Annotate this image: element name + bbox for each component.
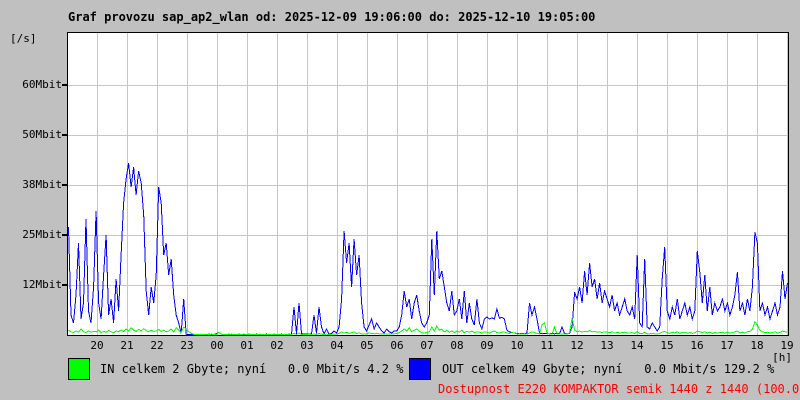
x-axis-label: 18: [750, 339, 764, 352]
x-axis-label: 03: [300, 339, 314, 352]
x-axis-label: 21: [120, 339, 134, 352]
x-axis-label: 23: [180, 339, 194, 352]
x-axis-label: 02: [270, 339, 284, 352]
y-axis-label: 25Mbit: [22, 228, 62, 241]
x-axis-label: 12: [570, 339, 584, 352]
x-axis-label: 00: [210, 339, 224, 352]
y-axis-label: 50Mbit: [22, 128, 62, 141]
y-axis-tick: [62, 134, 67, 136]
x-axis-label: 13: [600, 339, 614, 352]
graph-title: Graf provozu sap_ap2_wlan od: 2025-12-09…: [68, 10, 596, 24]
x-axis-label: 19: [780, 339, 794, 352]
traffic-plot: [67, 32, 789, 336]
x-axis-label: 22: [150, 339, 164, 352]
x-axis-label: 17: [720, 339, 734, 352]
chart-canvas: [68, 33, 788, 335]
x-axis-label: 16: [690, 339, 704, 352]
x-axis-label: 09: [480, 339, 494, 352]
y-axis-tick: [62, 234, 67, 236]
x-axis-label: 01: [240, 339, 254, 352]
out-series-line: [68, 162, 788, 335]
y-axis-tick: [62, 84, 67, 86]
out-legend-swatch: [409, 358, 431, 380]
x-axis-label: 20: [90, 339, 104, 352]
out-legend-label: OUT celkem 49 Gbyte; nyní 0.0 Mbit/s 129…: [442, 362, 775, 376]
x-axis-label: 06: [390, 339, 404, 352]
y-axis-tick: [62, 184, 67, 186]
x-axis-label: 15: [660, 339, 674, 352]
y-axis-label: 38Mbit: [22, 178, 62, 191]
in-legend-label: IN celkem 2 Gbyte; nyní 0.0 Mbit/s 4.2 %: [100, 362, 404, 376]
x-axis-label: 07: [420, 339, 434, 352]
availability-text: Dostupnost E220 KOMPAKTOR semik 1440 z 1…: [438, 382, 800, 396]
x-axis-label: 10: [510, 339, 524, 352]
x-axis-label: 11: [540, 339, 554, 352]
x-axis-label: 08: [450, 339, 464, 352]
in-legend-swatch: [68, 358, 90, 380]
y-axis-label: 12Mbit: [22, 278, 62, 291]
y-axis-label: 60Mbit: [22, 78, 62, 91]
y-axis-tick: [62, 284, 67, 286]
x-axis-label: 14: [630, 339, 644, 352]
x-axis-label: 05: [360, 339, 374, 352]
y-axis-unit-label: [/s]: [10, 32, 37, 45]
x-axis-unit-label: [h]: [772, 351, 792, 364]
in-series-line: [68, 318, 788, 335]
x-axis-label: 04: [330, 339, 344, 352]
